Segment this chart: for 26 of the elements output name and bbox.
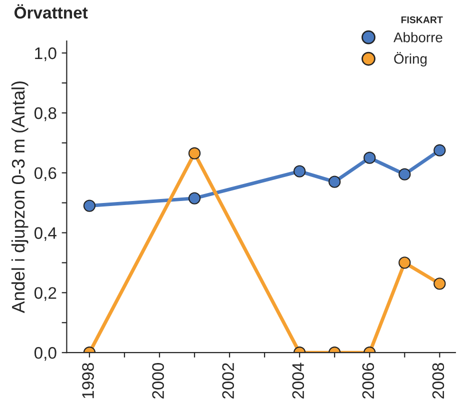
chart-title: Örvattnet xyxy=(14,4,88,19)
legend-title: FISKART xyxy=(401,16,443,24)
point xyxy=(83,200,96,212)
y-tick-label: 0,6 xyxy=(34,167,56,182)
legend-label: Abborre xyxy=(394,32,442,42)
x-tick-label: 2006 xyxy=(362,363,374,399)
y-tick-label: 0,8 xyxy=(34,107,56,122)
y-tick-label: 0,2 xyxy=(34,287,56,301)
point xyxy=(328,176,341,188)
x-tick-label: 1998 xyxy=(82,363,94,398)
x-tick-label: 2004 xyxy=(292,362,304,399)
x-tick-label: 2000 xyxy=(152,362,164,399)
point xyxy=(364,152,376,164)
legend-label: Öring xyxy=(394,52,427,67)
y-axis-title: Andel i djupzon 0-3 m (Antal) xyxy=(11,81,28,314)
y-tick-label: 0,4 xyxy=(34,227,56,241)
x-tick-label: 2008 xyxy=(432,363,444,399)
point xyxy=(188,192,201,204)
y-tick-label: 1,0 xyxy=(35,47,56,62)
point xyxy=(434,144,446,156)
point xyxy=(398,256,411,269)
y-tick-label: 0,0 xyxy=(34,347,56,361)
point xyxy=(293,165,306,178)
point xyxy=(188,147,201,160)
x-tick-label: 2002 xyxy=(222,363,234,399)
point xyxy=(398,168,411,180)
